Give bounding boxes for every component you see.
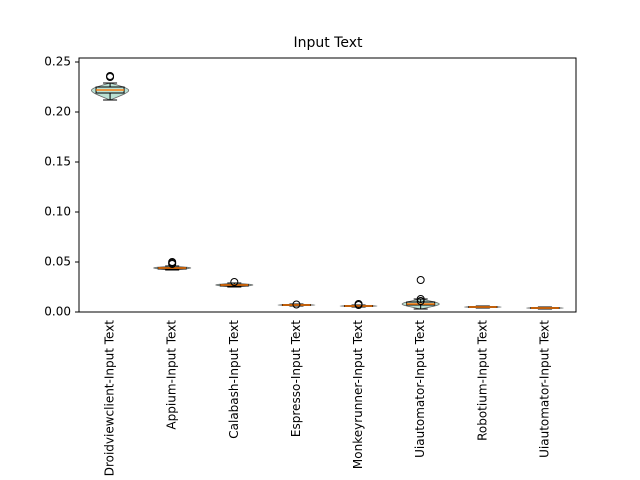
- flier: [292, 300, 301, 309]
- y-tick-label: 0.15: [44, 155, 71, 169]
- x-tick-label: Appium-Input Text: [165, 320, 179, 430]
- flier: [168, 258, 177, 266]
- x-tick-label: Droidviewclient-Input Text: [103, 320, 117, 477]
- flier: [230, 278, 239, 286]
- flier: [416, 276, 425, 284]
- y-tick-label: 0.05: [44, 255, 71, 269]
- flier: [416, 297, 425, 305]
- flier: [416, 295, 425, 303]
- x-tick-label: Monkeyrunner-Input Text: [351, 320, 365, 469]
- y-tick-label: 0.10: [44, 205, 71, 219]
- flier: [354, 300, 363, 308]
- y-tick-label: 0.20: [44, 105, 71, 119]
- flier: [106, 72, 115, 80]
- chart-title: Input Text: [293, 35, 363, 51]
- plot-frame: [78, 57, 577, 313]
- y-tick-label: 0.00: [44, 305, 71, 319]
- x-tick-label: Calabash-Input Text: [227, 320, 241, 439]
- x-tick-label: Espresso-Input Text: [289, 320, 303, 437]
- x-tick-label: Robotium-Input Text: [475, 320, 489, 441]
- x-tick-label: Uiautomator-Input Text: [537, 320, 551, 458]
- x-tick-label: Uiautomator-Input Text: [413, 320, 427, 458]
- y-tick-label: 0.25: [44, 55, 71, 69]
